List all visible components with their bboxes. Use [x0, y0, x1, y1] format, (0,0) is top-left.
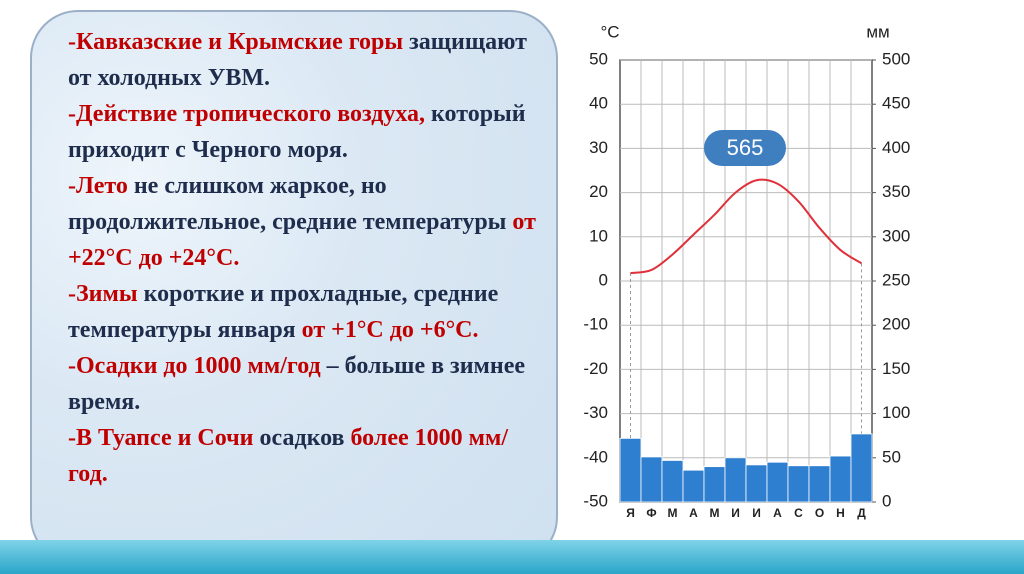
y-tick-label: 50 [589, 49, 608, 68]
x-tick-label: М [710, 506, 720, 520]
paragraph: -Лето не слишком жаркое, но продолжитель… [68, 168, 546, 276]
y2-tick-label: 450 [882, 94, 910, 113]
y-axis-unit: °C [600, 22, 619, 41]
paragraph: -Осадки до 1000 мм/год – больше в зимнее… [68, 348, 546, 420]
y2-tick-label: 150 [882, 359, 910, 378]
y-tick-label: -40 [583, 447, 608, 466]
y2-tick-label: 400 [882, 138, 910, 157]
y2-tick-label: 100 [882, 403, 910, 422]
precip-bar [682, 469, 705, 503]
x-tick-label: И [731, 506, 740, 520]
y2-tick-label: 300 [882, 226, 910, 245]
precip-bar [829, 455, 852, 503]
x-tick-label: И [752, 506, 761, 520]
x-tick-label: О [815, 506, 824, 520]
y-tick-label: 10 [589, 226, 608, 245]
y2-tick-label: 250 [882, 270, 910, 289]
y-tick-label: -20 [583, 359, 608, 378]
y-tick-label: -50 [583, 491, 608, 510]
text-segment: не слишком жаркое, но продолжительное, с… [68, 173, 513, 235]
paragraph: -Зимы короткие и прохладные, средние тем… [68, 276, 546, 348]
text-segment: короткие и прохладные, средние температу… [68, 281, 499, 343]
y-tick-label: 20 [589, 182, 608, 201]
x-tick-label: А [773, 506, 782, 520]
y2-tick-label: 50 [882, 447, 901, 466]
y-tick-label: 30 [589, 138, 608, 157]
annotation: 565 [727, 135, 764, 160]
x-tick-label: М [668, 506, 678, 520]
text-segment: Кавказские и Крымские горы [76, 29, 404, 55]
text-segment: -Осадки до 1000 мм/год [68, 353, 321, 379]
text-segment: -Зимы [68, 281, 138, 307]
text-segment: - [68, 29, 76, 55]
text-block: -Кавказские и Крымские горы защищают от … [68, 24, 546, 492]
y-tick-label: -10 [583, 315, 608, 334]
y2-tick-label: 200 [882, 315, 910, 334]
y-tick-label: 0 [599, 270, 608, 289]
text-panel [30, 10, 558, 565]
precip-bar [619, 437, 642, 503]
paragraph: -В Туапсе и Сочи осадков более 1000 мм/г… [68, 420, 546, 492]
precip-bar [724, 457, 747, 503]
text-segment: – больше в зимнее время. [68, 353, 526, 415]
text-segment: защищают от холодных УВМ. [68, 29, 527, 91]
x-tick-label: А [689, 506, 698, 520]
text-segment: от +22°С до +24°С. [68, 209, 536, 271]
text-segment: более 1000 мм/год. [68, 425, 508, 487]
precip-bar [850, 433, 873, 503]
y2-tick-label: 350 [882, 182, 910, 201]
precip-bar [766, 461, 789, 503]
paragraph: -Кавказские и Крымские горы защищают от … [68, 24, 546, 96]
text-segment: который приходит с Черного моря. [68, 101, 526, 163]
precip-bar [787, 465, 810, 503]
annotation-bubble [704, 130, 786, 166]
precip-bar [661, 460, 684, 503]
paragraph: -Действие тропического воздуха, который … [68, 96, 546, 168]
precip-bar [703, 466, 726, 503]
x-tick-label: Ф [646, 506, 656, 520]
x-tick-label: Д [857, 506, 866, 520]
text-segment: от +1°С до +6°С. [301, 317, 479, 343]
y-tick-label: -30 [583, 403, 608, 422]
temperature-line [630, 178, 863, 275]
y-tick-label: 40 [589, 94, 608, 113]
text-segment: -Лето [68, 173, 128, 199]
precip-bar [808, 465, 831, 503]
y2-tick-label: 0 [882, 491, 891, 510]
precip-bar [640, 456, 663, 503]
y2-axis-unit: мм [866, 22, 889, 41]
x-tick-label: С [794, 506, 803, 520]
precip-bar [745, 464, 768, 503]
x-tick-label: Н [836, 506, 845, 520]
x-tick-label: Я [626, 506, 635, 520]
y2-tick-label: 500 [882, 49, 910, 68]
text-segment: осадков [253, 425, 351, 451]
text-segment: -В Туапсе и Сочи [68, 425, 254, 451]
text-segment: -Действие тропического воздуха, [68, 101, 426, 127]
bottom-bar [0, 540, 1024, 574]
